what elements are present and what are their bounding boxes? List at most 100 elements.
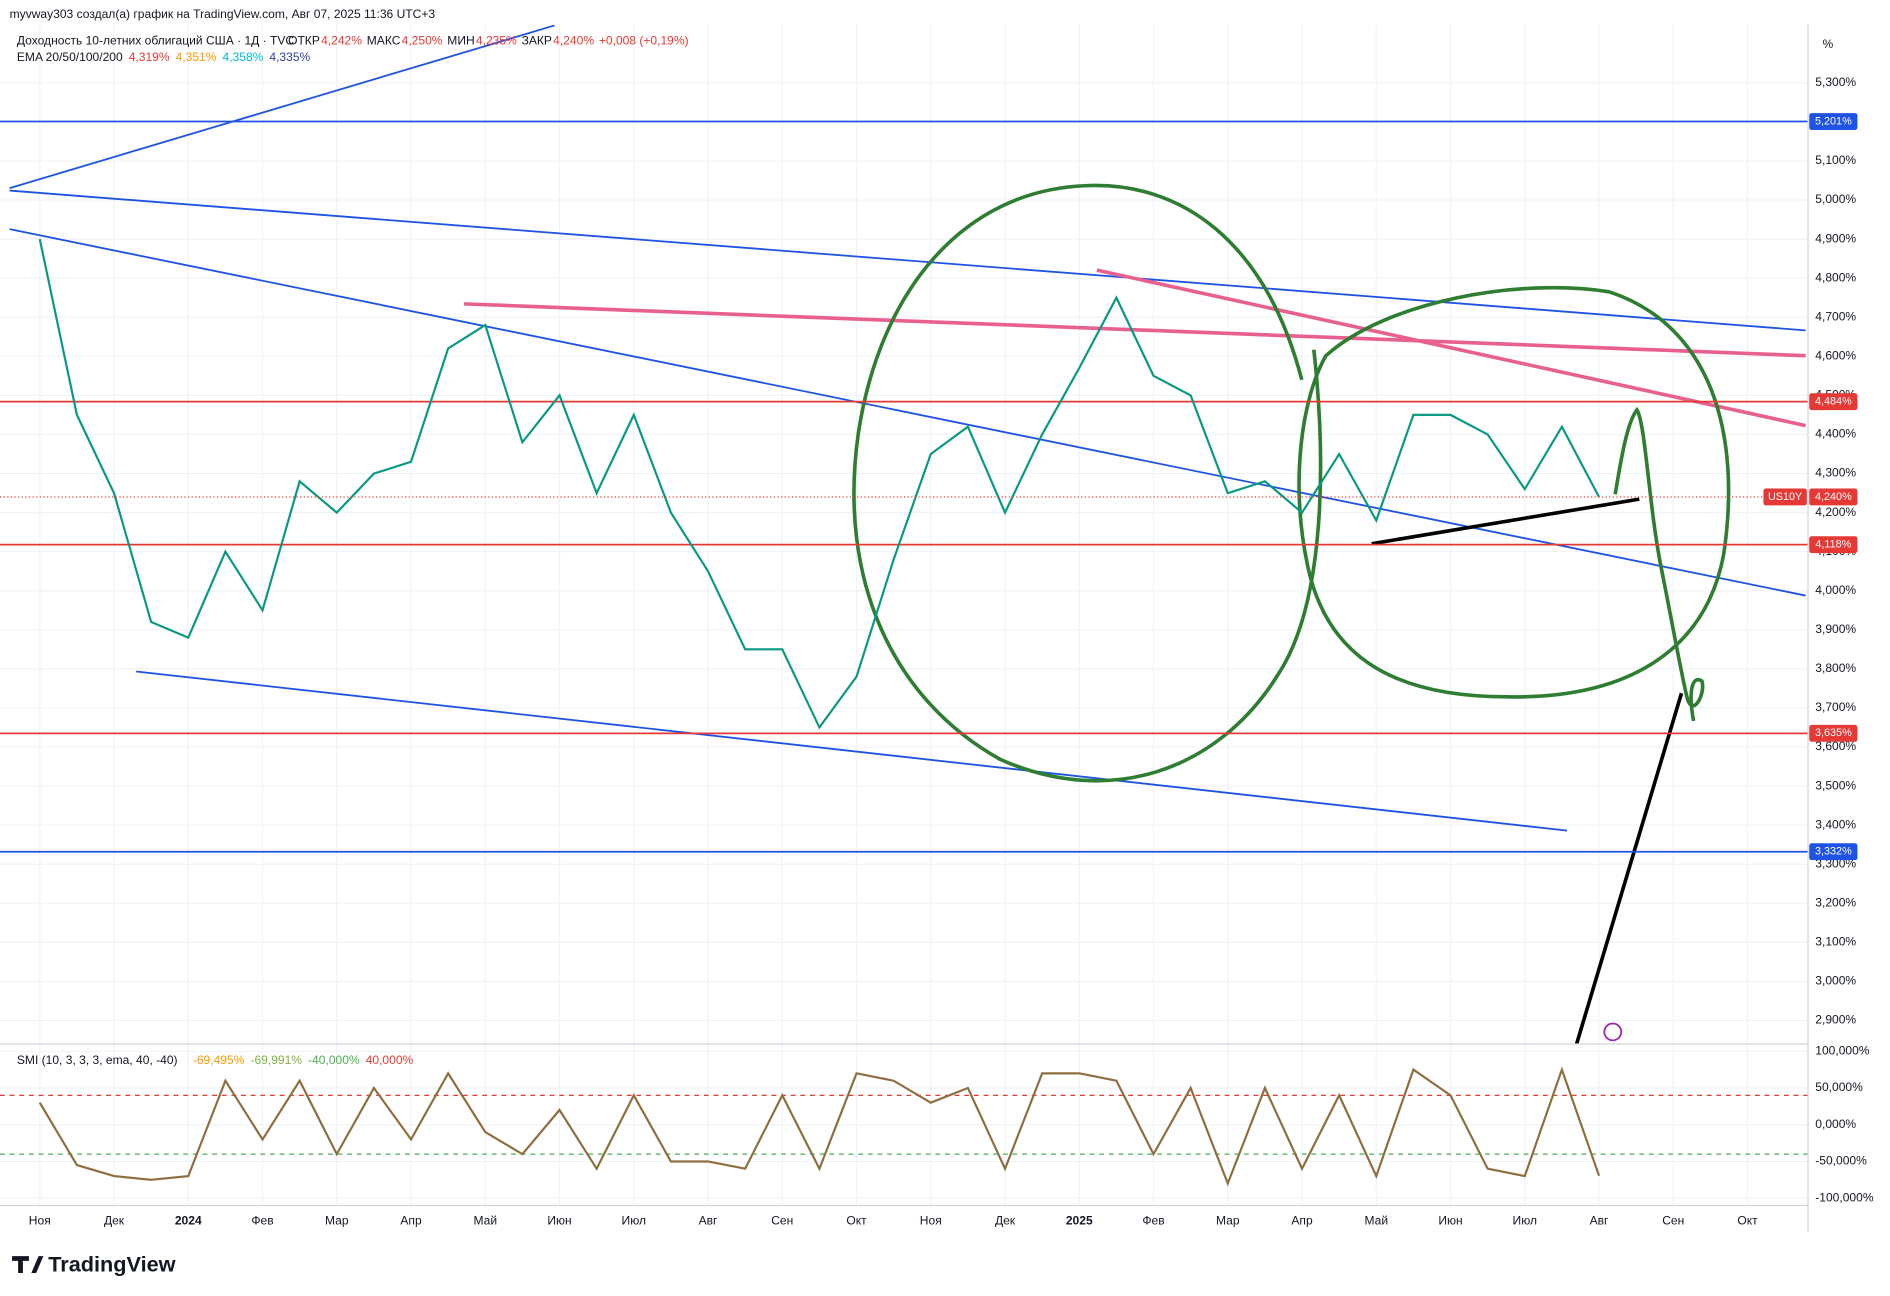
y-tick-label: 4,000% [1815, 583, 1856, 597]
y-tick-label: 3,600% [1815, 739, 1856, 753]
indicator-title: SMI (10, 3, 3, 3, ema, 40, -40) [17, 1053, 178, 1067]
level-badge [1809, 536, 1858, 554]
y-tick-label: 5,300% [1815, 75, 1856, 89]
symbol-label: US10Y [1768, 491, 1802, 503]
y-tick-label: 4,900% [1815, 231, 1856, 245]
level-badge [1809, 113, 1858, 130]
x-tick-label: Ноя [920, 1213, 942, 1227]
y-tick-label: 4,600% [1815, 349, 1856, 363]
y-tick-label: 3,700% [1815, 700, 1856, 714]
ema-value: 4,319% [129, 50, 170, 64]
x-tick-label: Май [1364, 1213, 1388, 1227]
y-tick-label: 3,800% [1815, 661, 1856, 675]
x-tick-label: Июн [1438, 1213, 1462, 1227]
y-tick-label: 3,200% [1815, 895, 1856, 909]
y-tick-label: 3,900% [1815, 622, 1856, 636]
ohlc-name: ЗАКР [522, 33, 552, 47]
y-tick-label: 5,000% [1815, 192, 1856, 206]
y-tick-label: 3,100% [1815, 935, 1856, 949]
x-tick-label: Июн [547, 1213, 571, 1227]
x-tick-label: Ноя [29, 1213, 51, 1227]
indicator-value: -69,495% [193, 1053, 245, 1067]
y-tick-label: 5,100% [1815, 153, 1856, 167]
hand-ellipse [1297, 285, 1731, 699]
x-tick-label: Дек [104, 1213, 125, 1227]
price-badge [1809, 488, 1858, 506]
level-label: 4,484% [1815, 396, 1852, 408]
series-line [38, 238, 1600, 730]
ohlc-name: МАКС [367, 33, 401, 47]
ohlc-value: 4,250% [402, 33, 443, 47]
level-badge [1809, 393, 1858, 411]
change-label: +0,008 (+0,19%) [599, 33, 689, 47]
level-badge [1809, 843, 1858, 861]
trend-line [1096, 268, 1807, 428]
x-tick-label: 2025 [1066, 1213, 1093, 1227]
drawings [9, 24, 1807, 1045]
chart-title: Доходность 10-летних облигаций США · 1Д … [17, 33, 295, 47]
x-tick-label: Апр [1291, 1213, 1313, 1227]
y-tick-label: 4,400% [1815, 427, 1856, 441]
ohlc-value: 4,240% [553, 33, 594, 47]
y-tick-label: 2,900% [1815, 1013, 1856, 1027]
trend-line [136, 670, 1568, 832]
x-tick-label: Июл [1513, 1213, 1537, 1227]
x-tick-label: Дек [995, 1213, 1016, 1227]
y-tick-label: 100,000% [1815, 1043, 1870, 1057]
y-tick-label: -100,000% [1815, 1190, 1874, 1204]
price-label: 4,240% [1815, 491, 1852, 503]
y-tick-label: 4,800% [1815, 270, 1856, 284]
x-tick-label: Фев [251, 1213, 273, 1227]
x-tick-label: Окт [846, 1213, 867, 1227]
y-tick-label: 4,700% [1815, 309, 1856, 323]
trend-line [9, 24, 555, 190]
x-tick-label: Мар [1216, 1213, 1240, 1227]
x-tick-label: Сен [771, 1213, 793, 1227]
ema-name: EMA 20/50/100/200 [17, 50, 123, 64]
ohlc-name: МИН [447, 33, 474, 47]
author-line: myvway303 создал(а) график на TradingVie… [10, 7, 436, 21]
unit-label: % [1823, 37, 1834, 51]
symbol-badge [1763, 488, 1807, 506]
x-tick-label: Фев [1142, 1213, 1164, 1227]
x-tick-label: Авг [1590, 1213, 1609, 1227]
alert-icon [1603, 1022, 1623, 1042]
ohlc-value: 4,242% [321, 33, 362, 47]
indicator-value: -40,000% [308, 1053, 360, 1067]
y-tick-label: 0,000% [1815, 1117, 1856, 1131]
level-badge [1809, 724, 1858, 742]
hand-ellipse [852, 183, 1323, 783]
watermark: TradingView [48, 1251, 175, 1276]
x-tick-label: Апр [400, 1213, 422, 1227]
x-tick-label: Июл [622, 1213, 646, 1227]
indicator-value: -69,991% [250, 1053, 302, 1067]
series-line [38, 1066, 1601, 1187]
x-tick-label: Май [473, 1213, 497, 1227]
logo [12, 1256, 44, 1273]
y-tick-label: 3,500% [1815, 778, 1856, 792]
y-tick-label: 4,300% [1815, 466, 1856, 480]
y-tick-label: -50,000% [1815, 1154, 1867, 1168]
ema-value: 4,335% [269, 50, 310, 64]
x-tick-label: 2024 [175, 1213, 202, 1227]
trend-line [9, 228, 1806, 597]
ema-value: 4,358% [223, 50, 264, 64]
y-tick-label: 4,200% [1815, 505, 1856, 519]
trend-line [9, 189, 1806, 332]
x-tick-label: Сен [1662, 1213, 1684, 1227]
x-tick-label: Окт [1737, 1213, 1758, 1227]
legend: ОТКР 4,242% МАКС 4,250% МИН 4,235% ЗАКР 4,240% +… [17, 33, 689, 1067]
x-tick-label: Авг [699, 1213, 718, 1227]
indicator-value: 40,000% [366, 1053, 414, 1067]
level-label: 3,635% [1815, 727, 1852, 739]
ema-value: 4,351% [176, 50, 217, 64]
ohlc-value: 4,235% [476, 33, 517, 47]
y-tick-label: 3,000% [1815, 974, 1856, 988]
y-tick-label: 3,400% [1815, 817, 1856, 831]
y-tick-label: 50,000% [1815, 1080, 1863, 1094]
trend-line [463, 302, 1806, 358]
level-label: 4,118% [1815, 539, 1851, 551]
